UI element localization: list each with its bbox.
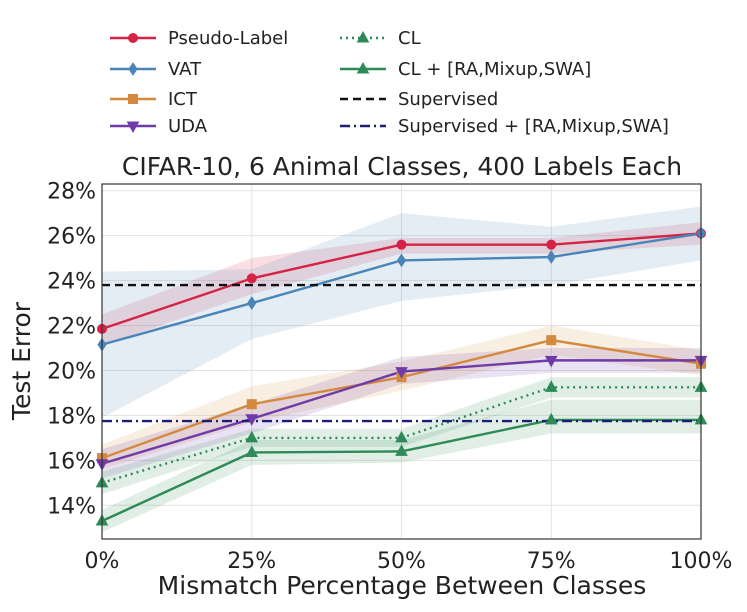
y-tick-label: 16% xyxy=(47,449,96,474)
data-point-cl xyxy=(544,380,558,392)
x-tick-labels: 0% 25% 50% 75% 100% xyxy=(85,549,733,574)
data-point-cl xyxy=(245,430,259,443)
legend-marker-ict xyxy=(128,94,138,104)
legend-marker-cl xyxy=(356,30,370,43)
y-tick-label: 24% xyxy=(47,270,96,295)
x-tick-label: 100% xyxy=(670,549,733,574)
data-point-uda xyxy=(544,355,558,368)
data-point-vat xyxy=(247,296,257,310)
y-tick-label: 28% xyxy=(47,180,96,205)
y-tick-label: 14% xyxy=(47,494,96,519)
legend-marker-pseudo-label xyxy=(128,33,138,43)
y-tick-labels: 14% 16% 18% 20% 22% 24% 26% 28% xyxy=(47,180,96,520)
data-point-vat xyxy=(396,253,407,268)
y-tick-label: 22% xyxy=(47,315,96,340)
band-cl-ra-mixup-swa xyxy=(102,399,701,533)
legend-label-supervised-ra-mixup-swa: Supervised + [RA,Mixup,SWA] xyxy=(398,116,669,137)
x-tick-label: 50% xyxy=(377,549,426,574)
data-point-vat xyxy=(546,250,556,264)
data-point-pseudo-label xyxy=(396,239,407,250)
legend-item-pseudo-label: Pseudo-Label xyxy=(110,28,288,49)
y-tick-label: 20% xyxy=(47,359,96,384)
data-point-ict xyxy=(246,399,257,410)
data-point-cl-ra-mixup-swa xyxy=(395,444,408,456)
legend-item-uda: UDA xyxy=(110,116,208,137)
data-point-uda xyxy=(245,414,259,426)
data-point-pseudo-label xyxy=(246,273,257,284)
chart-title: CIFAR-10, 6 Animal Classes, 400 Labels E… xyxy=(122,152,682,181)
legend-item-supervised: Supervised xyxy=(340,89,498,110)
data-point-cl-ra-mixup-swa xyxy=(245,445,259,457)
x-tick-label: 0% xyxy=(85,549,120,574)
data-point-uda xyxy=(395,367,408,379)
legend-item-cl: CL xyxy=(340,28,421,49)
y-tick-label: 26% xyxy=(47,225,96,250)
legend-marker-cl-ra-mixup-swa xyxy=(356,61,370,74)
data-point-cl-ra-mixup-swa xyxy=(544,412,558,425)
legend-item-vat: VAT xyxy=(110,59,202,80)
legend-item-supervised-ra-mixup-swa: Supervised + [RA,Mixup,SWA] xyxy=(340,116,669,137)
legend-label-uda: UDA xyxy=(168,116,208,137)
legend-label-cl-ra-mixup-swa: CL + [RA,Mixup,SWA] xyxy=(398,59,591,80)
legend-marker-vat xyxy=(128,62,138,76)
data-point-pseudo-label xyxy=(546,239,557,250)
legend-item-ict: ICT xyxy=(110,89,198,110)
x-tick-label: 75% xyxy=(527,549,576,574)
data-point-cl xyxy=(395,430,408,443)
y-axis-label: Test Error xyxy=(7,301,36,421)
x-axis-label: Mismatch Percentage Between Classes xyxy=(158,571,647,600)
legend: Pseudo-Label VAT ICT UDA CL CL + [RA,Mixup,SW… xyxy=(110,28,669,137)
legend-label-cl: CL xyxy=(398,28,421,49)
legend-label-vat: VAT xyxy=(168,59,202,80)
legend-item-cl-ra-mixup-swa: CL + [RA,Mixup,SWA] xyxy=(340,59,591,80)
legend-marker-uda xyxy=(126,121,140,134)
legend-label-supervised: Supervised xyxy=(398,89,498,110)
x-tick-label: 25% xyxy=(227,549,276,574)
plot-frame xyxy=(101,183,702,540)
data-point-ict xyxy=(546,335,557,346)
legend-label-pseudo-label: Pseudo-Label xyxy=(168,28,288,49)
legend-label-ict: ICT xyxy=(168,89,198,110)
y-tick-label: 18% xyxy=(47,404,96,429)
